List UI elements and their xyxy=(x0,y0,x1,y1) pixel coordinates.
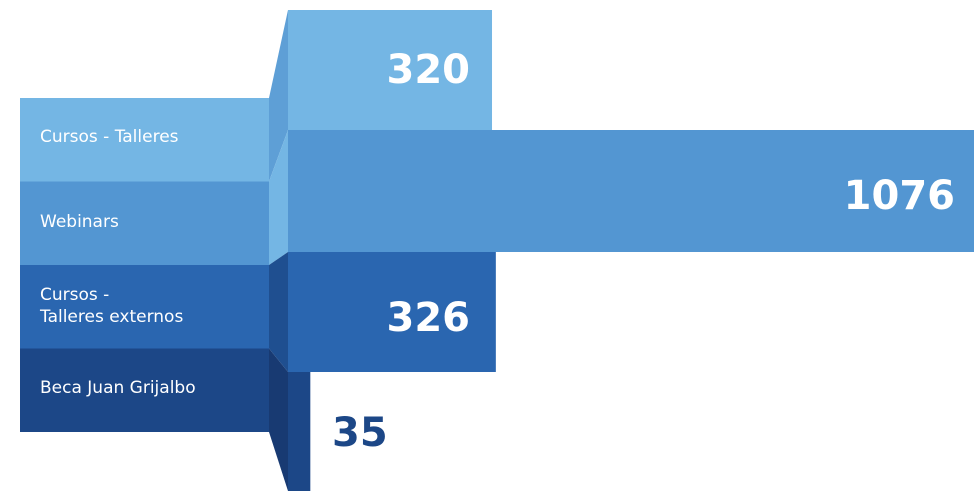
bar-webinars xyxy=(288,130,974,252)
connector-cursos-talleres xyxy=(269,10,288,182)
category-block-cursos-talleres xyxy=(20,98,269,182)
category-block-cursos-talleres-externos xyxy=(20,265,269,349)
category-block-webinars xyxy=(20,181,269,265)
bar-beca-juan-grijalbo xyxy=(288,372,311,491)
connector-cursos-talleres-externos xyxy=(269,252,288,372)
bar-cursos-talleres-externos xyxy=(288,252,496,372)
category-block-beca-juan-grijalbo xyxy=(20,348,269,432)
connector-beca-juan-grijalbo xyxy=(269,348,288,491)
bar-cursos-talleres xyxy=(288,10,493,130)
connector-webinars xyxy=(269,130,288,265)
